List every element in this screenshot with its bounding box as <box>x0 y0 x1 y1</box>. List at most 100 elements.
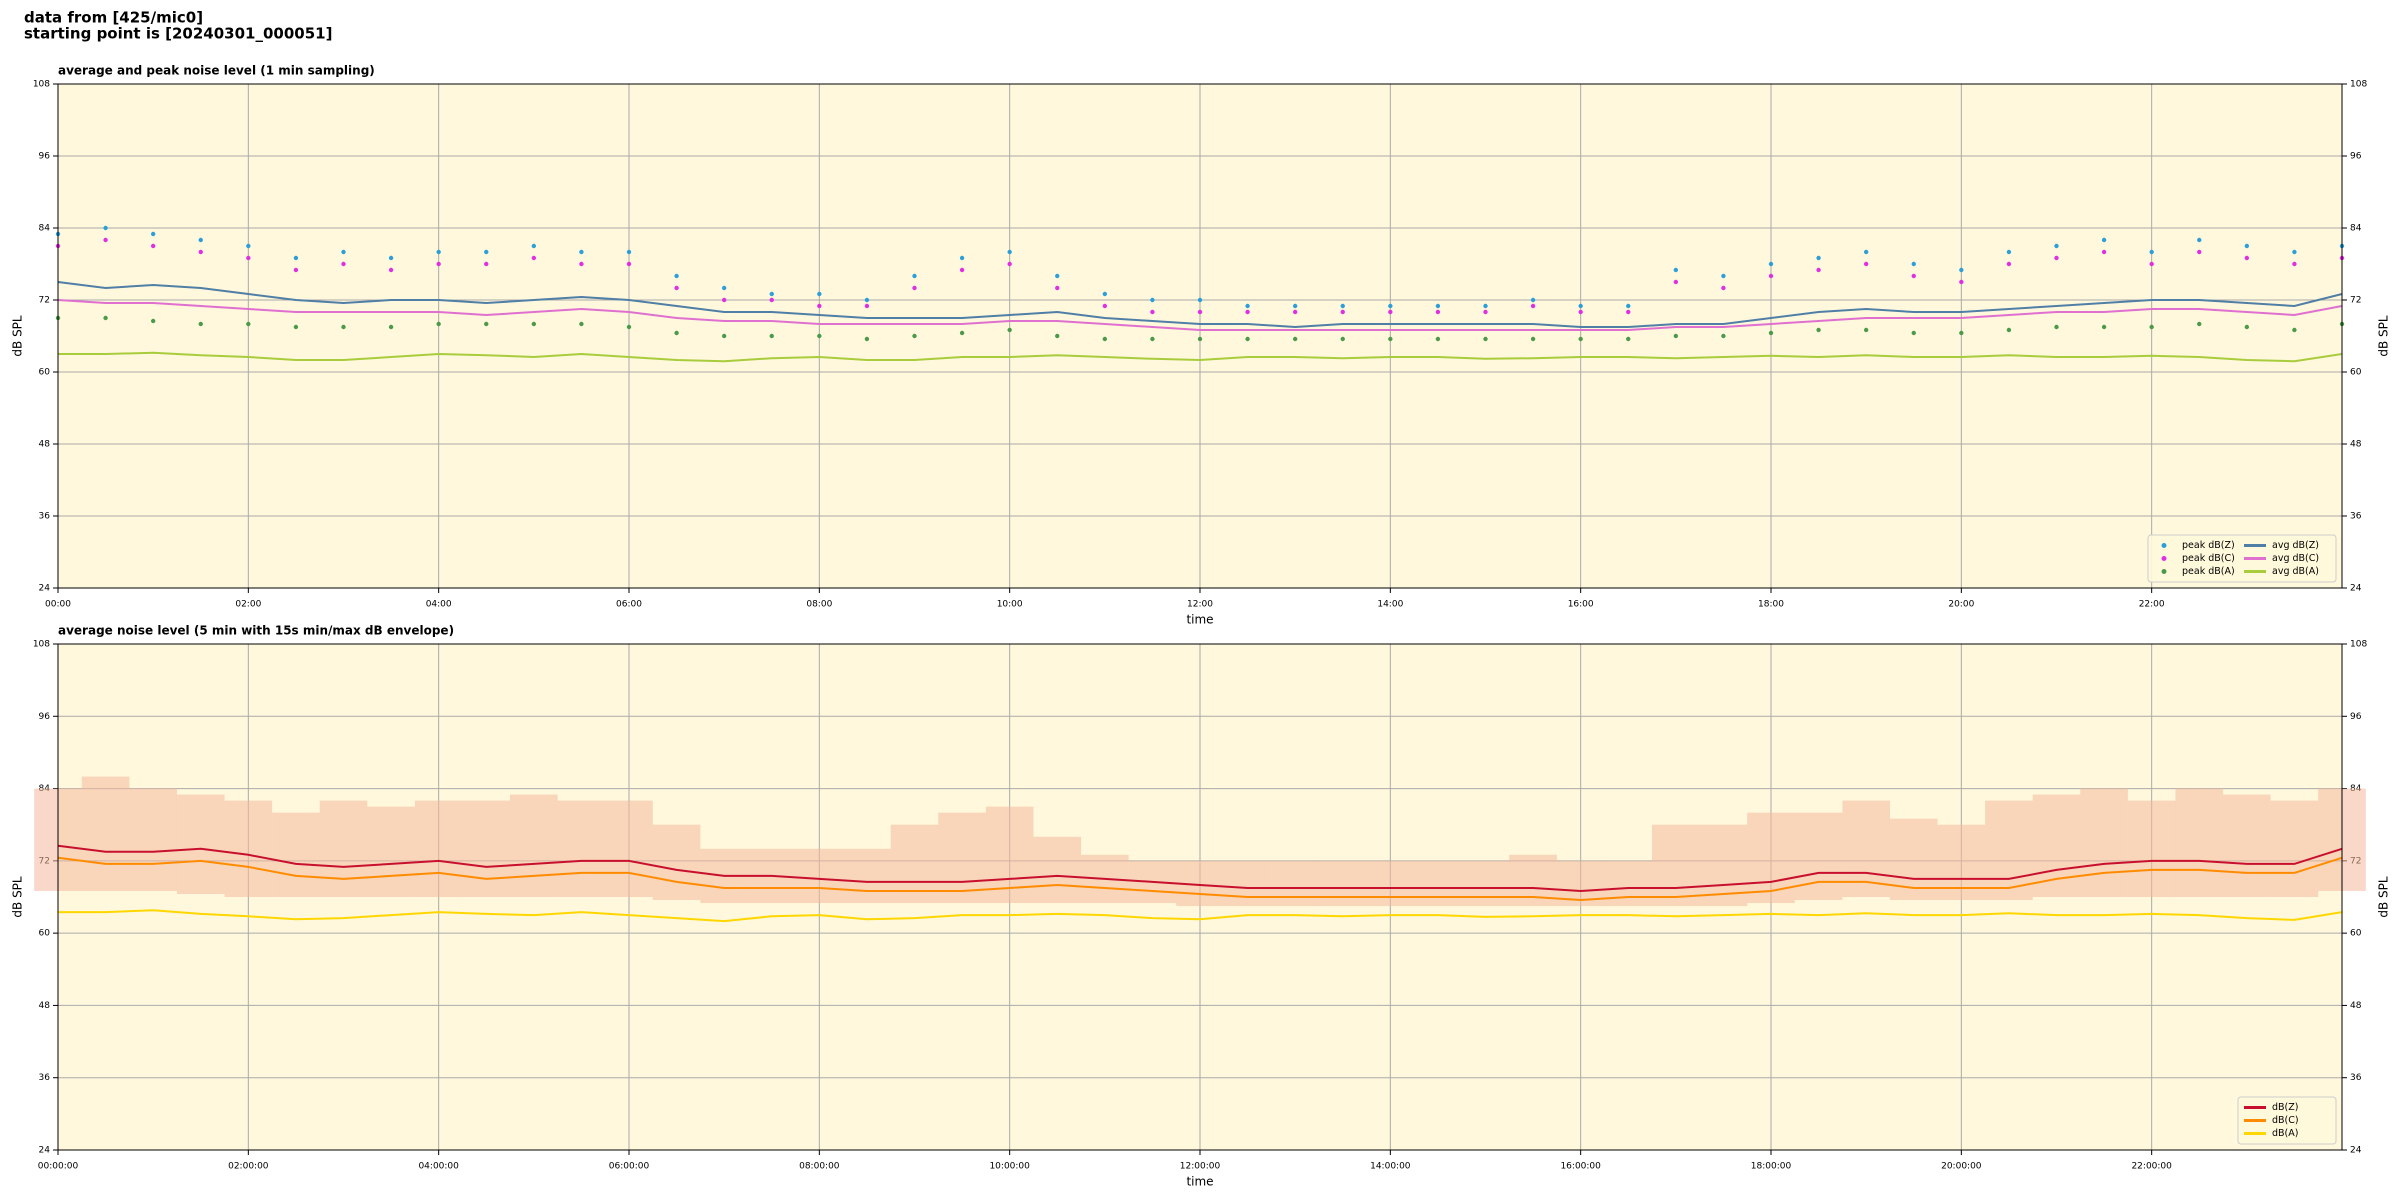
peak-point <box>1959 267 1964 273</box>
peak-point <box>1292 309 1298 315</box>
legend-marker <box>2161 569 2167 574</box>
envelope-band <box>1794 812 1843 901</box>
x-axis-label: time <box>1186 613 1213 627</box>
peak-point <box>2054 255 2059 261</box>
envelope-band <box>1033 836 1082 904</box>
peak-point <box>1292 303 1298 309</box>
peak-point <box>531 243 537 249</box>
y-tick-label: 108 <box>2350 640 2367 650</box>
x-tick-label: 00:00 <box>45 600 71 610</box>
x-tick-label: 00:00:00 <box>38 1162 79 1172</box>
y-tick-label: 60 <box>39 929 51 939</box>
peak-point <box>531 255 537 261</box>
envelope-band <box>557 800 606 897</box>
peak-point <box>1388 336 1393 342</box>
y-tick-label: 48 <box>2350 440 2362 450</box>
peak-point <box>2292 261 2297 267</box>
peak-point <box>817 333 822 339</box>
peak-point <box>674 330 679 336</box>
peak-point <box>864 336 870 342</box>
peak-point <box>912 273 917 279</box>
y-tick-label: 60 <box>2350 929 2362 939</box>
peak-point <box>2006 327 2012 333</box>
peak-point <box>959 267 965 273</box>
x-tick-label: 16:00 <box>1568 600 1594 610</box>
x-tick-label: 04:00 <box>426 600 452 610</box>
peak-point <box>2101 249 2107 255</box>
envelope-band <box>1414 860 1462 907</box>
peak-point <box>1007 249 1012 255</box>
y-tick-label: 84 <box>2350 224 2362 234</box>
x-tick-label: 14:00:00 <box>1370 1162 1411 1172</box>
peak-point <box>721 297 727 303</box>
peak-point <box>198 237 203 243</box>
y-tick-label: 96 <box>39 152 51 162</box>
peak-point <box>626 324 632 330</box>
series-line <box>58 909 2343 923</box>
peak-point <box>1673 333 1679 339</box>
peak-point <box>2197 249 2202 255</box>
peak-point <box>579 261 584 267</box>
x-tick-label: 08:00 <box>806 600 832 610</box>
peak-point <box>1007 327 1012 333</box>
y-tick-label: 60 <box>39 368 51 378</box>
peak-point <box>2149 261 2154 267</box>
legend-label: avg dB(C) <box>2272 553 2319 564</box>
peak-point <box>817 291 822 297</box>
peak-point <box>1721 273 1726 279</box>
peak-point <box>1768 273 1774 279</box>
peak-point <box>246 321 251 327</box>
y-tick-label: 96 <box>39 712 51 722</box>
peak-point <box>1483 336 1488 342</box>
peak-point <box>2244 324 2250 330</box>
peak-point <box>293 267 299 273</box>
peak-point <box>150 243 156 249</box>
peak-point <box>1626 303 1631 309</box>
peak-point <box>1530 336 1536 342</box>
y-tick-label: 48 <box>39 440 51 450</box>
peak-point <box>1626 336 1631 342</box>
envelope-band <box>1318 860 1367 907</box>
envelope-band <box>605 800 653 897</box>
peak-point <box>1055 333 1060 339</box>
peak-point <box>1055 273 1060 279</box>
peak-point <box>103 237 108 243</box>
peak-point <box>436 321 441 327</box>
envelope-band <box>2080 788 2128 897</box>
peak-point <box>1150 297 1155 303</box>
peak-point <box>1863 261 1869 267</box>
y-tick-label: 36 <box>2350 512 2362 522</box>
peak-point <box>912 333 917 339</box>
peak-point <box>484 261 489 267</box>
peak-point <box>150 318 156 324</box>
y-tick-label: 72 <box>39 296 50 306</box>
peak-point <box>1102 291 1108 297</box>
y-tick-label: 72 <box>2350 296 2361 306</box>
peak-point <box>1245 336 1250 342</box>
peak-point <box>2197 321 2202 327</box>
x-tick-label: 16:00:00 <box>1560 1162 1601 1172</box>
envelope-band <box>129 788 177 891</box>
peak-point <box>436 261 441 267</box>
peak-point <box>2292 327 2297 333</box>
peak-point <box>484 249 489 255</box>
chart-title: average noise level (5 min with 15s min/… <box>58 624 454 638</box>
y-tick-label: 24 <box>39 1146 51 1156</box>
peak-point <box>1340 309 1345 315</box>
x-tick-label: 10:00:00 <box>989 1162 1030 1172</box>
envelope-band <box>176 794 225 894</box>
x-tick-label: 02:00:00 <box>228 1162 269 1172</box>
peak-point <box>769 297 774 303</box>
peak-point <box>341 261 346 267</box>
header-line: starting point is [20240301_000051] <box>24 25 332 43</box>
x-tick-label: 12:00 <box>1187 600 1213 610</box>
peak-point <box>1863 327 1869 333</box>
envelope-band <box>1366 860 1415 907</box>
x-tick-label: 06:00:00 <box>609 1162 650 1172</box>
series-line <box>57 299 2343 331</box>
legend-label: dB(A) <box>2272 1128 2298 1139</box>
peak-point <box>1388 309 1393 315</box>
peak-point <box>1911 273 1916 279</box>
peak-point <box>1673 267 1679 273</box>
peak-point <box>341 249 346 255</box>
